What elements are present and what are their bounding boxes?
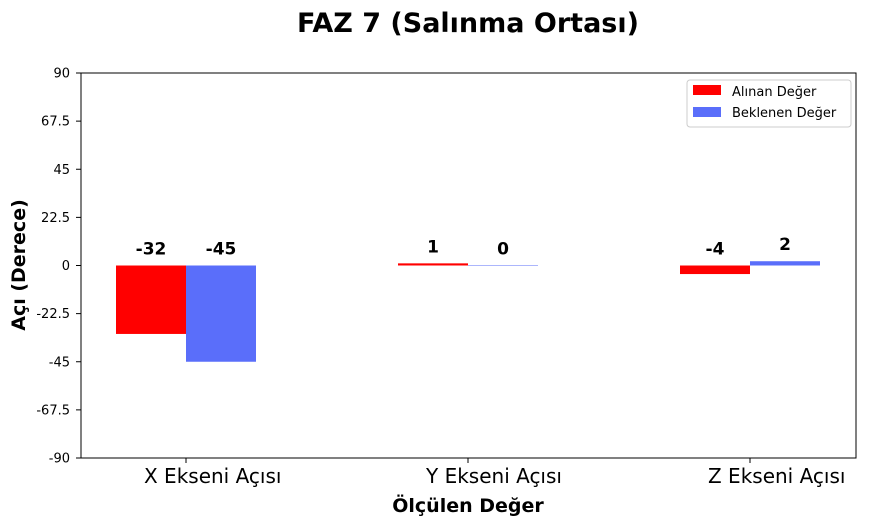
x-tick-label: Y Ekseni Açısı: [425, 464, 562, 488]
bar-beklenen: [468, 265, 538, 266]
x-tick-label: Z Ekseni Açısı: [708, 464, 845, 488]
x-axis-label: Ölçülen Değer: [392, 493, 544, 517]
bar-alinan: [680, 265, 750, 275]
y-axis-label: Açı (Derece): [8, 199, 30, 331]
x-tick-label: X Ekseni Açısı: [144, 464, 281, 488]
bar-beklenen: [186, 265, 256, 362]
legend-swatch-alinan: [693, 85, 721, 95]
bars: [116, 261, 820, 362]
legend-label-alinan: Alınan Değer: [732, 85, 817, 100]
chart-title: FAZ 7 (Salınma Ortası): [297, 8, 639, 39]
legend-label-beklenen: Beklenen Değer: [732, 106, 837, 121]
x-axis: X Ekseni Açısı Y Ekseni Açısı Z Ekseni Açı…: [144, 458, 845, 488]
legend-swatch-beklenen: [693, 107, 721, 117]
y-tick-label: -90: [49, 452, 70, 467]
bar-alinan: [116, 265, 186, 334]
y-tick-label: -22.5: [36, 307, 70, 322]
legend-frame: [686, 79, 852, 128]
y-tick-label: -67.5: [36, 403, 70, 418]
data-label: 0: [497, 240, 509, 260]
y-tick-label: 22.5: [41, 211, 70, 226]
data-label: -45: [206, 240, 237, 260]
y-tick-label: 90: [53, 67, 70, 82]
data-label: -32: [136, 240, 167, 260]
data-label: 2: [779, 235, 791, 255]
y-tick-label: 45: [53, 163, 70, 178]
bar-alinan: [398, 263, 468, 266]
y-tick-label: 67.5: [41, 115, 70, 130]
y-axis: 90 67.5 45 22.5 0 -22.5 -45 -67.5 -90: [36, 67, 81, 467]
y-tick-label: 0: [62, 259, 70, 274]
bar-beklenen: [750, 261, 820, 266]
y-tick-label: -45: [49, 355, 70, 370]
legend: Alınan Değer Beklenen Değer: [686, 79, 852, 128]
data-label: 1: [427, 237, 439, 257]
data-labels: -32 1 -4 -45 0 2: [136, 235, 791, 259]
data-label: -4: [706, 240, 725, 260]
